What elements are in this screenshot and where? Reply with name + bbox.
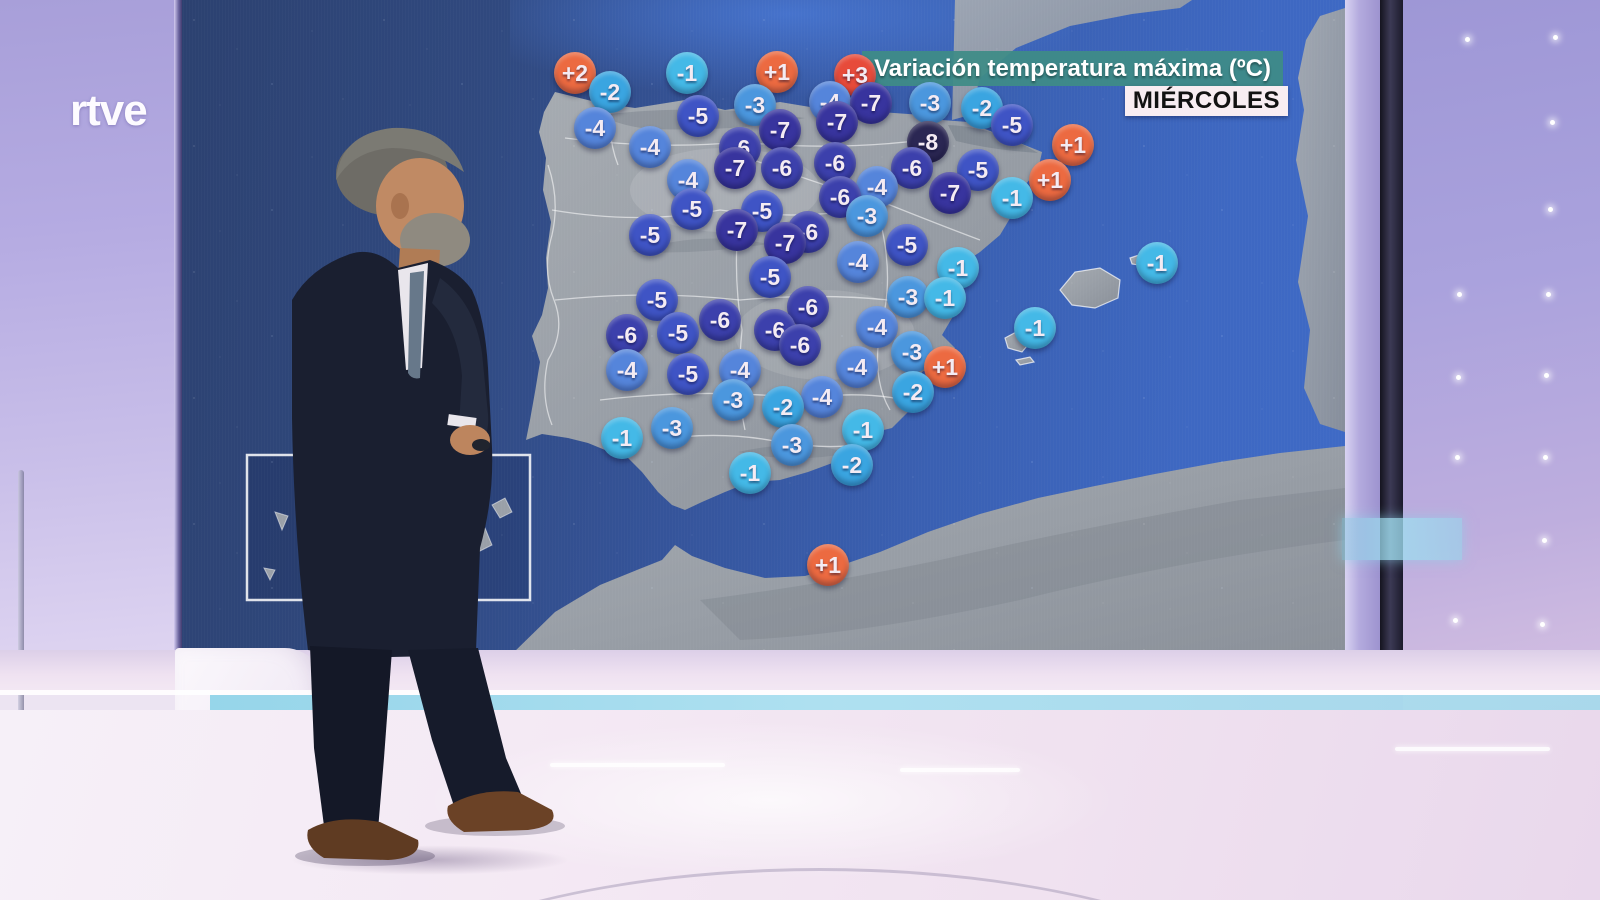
temp-bubble: -5 xyxy=(667,353,709,395)
temp-bubble: -6 xyxy=(761,147,803,189)
temp-bubble: -5 xyxy=(677,95,719,137)
floor-reflection xyxy=(550,763,725,767)
temp-bubble: -4 xyxy=(574,107,616,149)
floor-reflection xyxy=(900,768,1020,772)
temp-bubble: +1 xyxy=(756,51,798,93)
temp-bubble: -1 xyxy=(991,177,1033,219)
temp-bubble: -5 xyxy=(991,104,1033,146)
temp-bubble: -4 xyxy=(836,346,878,388)
studio-right-wall xyxy=(1403,0,1600,694)
presenter-shoe xyxy=(307,819,419,860)
stage-front-arc xyxy=(300,868,1340,900)
temp-bubble: -7 xyxy=(759,109,801,151)
floor-reflection xyxy=(1395,747,1550,751)
temp-bubble: -6 xyxy=(779,324,821,366)
day-label-box: MIÉRCOLES xyxy=(1124,86,1288,116)
land-africa xyxy=(510,446,1345,656)
temp-bubble: -1 xyxy=(924,277,966,319)
rtve-logo: rtve xyxy=(70,86,148,135)
temp-bubble: -4 xyxy=(801,376,843,418)
temp-bubble: +1 xyxy=(807,544,849,586)
studio-pole xyxy=(18,470,24,805)
temp-bubble: -5 xyxy=(749,256,791,298)
temp-bubble: -4 xyxy=(837,241,879,283)
temp-bubble: -7 xyxy=(716,209,758,251)
temp-bubble: -6 xyxy=(699,299,741,341)
temperature-bubbles: +2-1+1+3-2-4-5-3-4-7-3-2-5-8-7-4-7-6-7-6… xyxy=(180,0,1345,656)
temp-bubble: -3 xyxy=(846,195,888,237)
temp-bubble: -3 xyxy=(909,82,951,124)
temp-bubble: -3 xyxy=(651,407,693,449)
screen-bezel xyxy=(1345,0,1380,690)
temp-bubble: -5 xyxy=(886,224,928,266)
day-label: MIÉRCOLES xyxy=(1132,87,1280,114)
temp-bubble: -7 xyxy=(816,101,858,143)
temp-bubble: -2 xyxy=(831,444,873,486)
relief-pyrenees xyxy=(948,125,1038,153)
studio-left-wall xyxy=(0,0,180,656)
teal-light-bar xyxy=(1342,518,1462,560)
temp-bubble: -1 xyxy=(1014,307,1056,349)
presenter-legs xyxy=(310,646,392,830)
temp-bubble: -2 xyxy=(589,71,631,113)
temp-bubble: -2 xyxy=(892,371,934,413)
temp-bubble: +1 xyxy=(1029,159,1071,201)
presenter xyxy=(292,127,565,866)
temp-bubble: -6 xyxy=(891,147,933,189)
temp-bubble: -1 xyxy=(1136,242,1178,284)
temp-bubble: -5 xyxy=(629,214,671,256)
temp-bubble: -7 xyxy=(929,172,971,214)
temp-bubble: -6 xyxy=(814,142,856,184)
temp-bubble: -5 xyxy=(657,312,699,354)
presenter-tie xyxy=(408,271,424,379)
temp-bubble: -1 xyxy=(666,52,708,94)
land-iberia xyxy=(526,92,1042,510)
map-title: Variación temperatura máxima (ºC) xyxy=(874,54,1271,82)
floor-highlight xyxy=(420,720,1120,880)
left-wall-edge xyxy=(174,0,182,656)
temp-bubble: -3 xyxy=(771,424,813,466)
land-islands-right-edge xyxy=(1296,8,1345,432)
floor-white-stripe xyxy=(0,690,1600,695)
presenter-jacket xyxy=(292,251,493,657)
map-title-bar: Variación temperatura máxima (ºC) xyxy=(862,51,1283,86)
temp-bubble: -2 xyxy=(762,386,804,428)
floor-teal-stripe xyxy=(210,695,1600,710)
land-france xyxy=(952,0,1192,120)
temp-bubble: -5 xyxy=(671,188,713,230)
wall-gap xyxy=(1380,0,1403,690)
temp-bubble: -4 xyxy=(606,349,648,391)
temp-bubble: -6 xyxy=(606,314,648,356)
temp-bubble: -3 xyxy=(712,379,754,421)
temp-bubble: -7 xyxy=(714,147,756,189)
temp-bubble: +1 xyxy=(1052,124,1094,166)
temp-bubble: -1 xyxy=(601,417,643,459)
presenter-shoe xyxy=(447,791,554,832)
temp-bubble: -4 xyxy=(856,306,898,348)
africa-relief xyxy=(700,488,1345,640)
temp-bubble: -3 xyxy=(887,276,929,318)
temp-bubble: -4 xyxy=(629,126,671,168)
temp-bubble: -1 xyxy=(729,452,771,494)
